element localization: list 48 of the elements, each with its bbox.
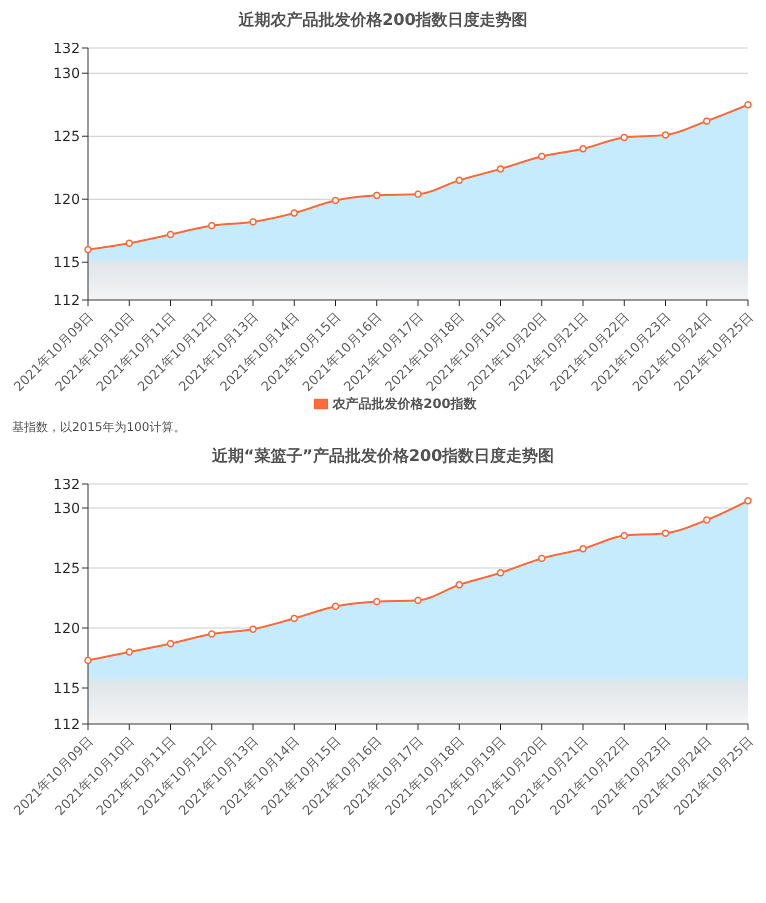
y-tick-label: 130: [53, 66, 80, 82]
point: [290, 614, 298, 622]
legend-label: 农产品批发价格200指数: [332, 397, 477, 412]
y-tick-label: 120: [53, 620, 80, 637]
point: [166, 640, 174, 648]
y-tick-label: 112: [53, 716, 80, 733]
point: [249, 625, 257, 633]
point: [414, 596, 422, 604]
y-tick-label: 120: [53, 192, 80, 208]
point: [414, 190, 422, 198]
point: [538, 554, 546, 562]
y-tick-label: 112: [53, 292, 80, 309]
point: [126, 648, 133, 656]
y-tick-label: 125: [53, 560, 80, 577]
point: [579, 145, 587, 153]
point: [332, 602, 340, 610]
point: [456, 581, 463, 589]
point: [208, 222, 216, 230]
point: [84, 656, 92, 664]
point: [456, 176, 463, 184]
point: [744, 100, 752, 108]
point: [620, 134, 628, 142]
point: [290, 209, 298, 217]
y-tick-label: 115: [53, 680, 80, 697]
point: [496, 569, 504, 577]
point: [249, 218, 257, 226]
point: [84, 246, 92, 254]
point: [662, 131, 670, 139]
point: [496, 165, 504, 173]
point: [703, 117, 710, 125]
point: [332, 196, 340, 204]
y-tick-label: 125: [53, 129, 80, 146]
point: [662, 529, 670, 537]
point: [208, 630, 216, 638]
point: [579, 545, 587, 553]
point: [620, 532, 628, 540]
point: [373, 192, 380, 200]
point: [744, 497, 752, 505]
y-tick-label: 130: [53, 500, 80, 517]
point: [126, 240, 133, 248]
y-tick-label: 115: [53, 255, 80, 272]
point: [538, 152, 546, 160]
chart-title: 近期农产品批发价格200指数日度走势图: [237, 10, 529, 31]
point: [703, 516, 710, 524]
point: [373, 598, 380, 606]
text: 基指数，以2015年为100计算。: [12, 419, 186, 436]
point: [166, 230, 174, 238]
chart-title: 近期“菜篮子”产品批发价格200指数日度走势图: [210, 446, 556, 467]
